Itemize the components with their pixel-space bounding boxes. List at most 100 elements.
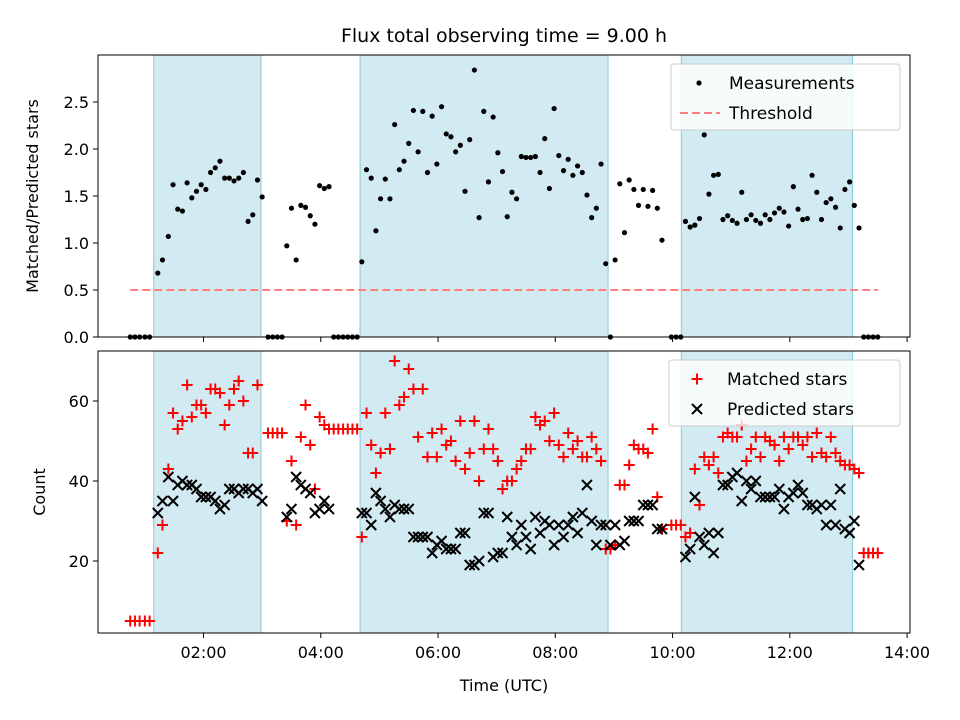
predicted-stars-marker	[829, 519, 842, 531]
matched-stars-marker	[186, 411, 198, 423]
predicted-stars-marker	[496, 547, 509, 559]
matched-stars-marker	[712, 467, 724, 479]
matched-stars-marker	[543, 435, 555, 447]
measurements-marker	[406, 140, 412, 146]
measurements-marker	[687, 224, 693, 230]
measurements-marker	[236, 175, 242, 181]
predicted-stars-marker	[534, 527, 546, 539]
predicted-stars-marker	[218, 499, 231, 511]
measurements-marker	[438, 104, 445, 110]
measurements-marker	[259, 194, 265, 200]
measurements-marker	[762, 212, 768, 218]
matched-stars-marker	[421, 451, 433, 463]
measurements-marker	[424, 169, 431, 176]
predicted-stars-marker	[370, 487, 382, 499]
predicted-stars-marker	[304, 487, 316, 499]
measurements-marker	[701, 132, 707, 138]
matched-stars-marker	[506, 475, 518, 487]
measurements-marker	[682, 218, 689, 224]
predicted-stars-marker	[520, 531, 532, 543]
y-tick-label: 1.0	[64, 234, 89, 253]
matched-stars-marker	[562, 427, 574, 439]
matched-stars-marker	[370, 467, 382, 479]
matched-stars-marker	[459, 463, 471, 475]
predicted-stars-marker	[764, 491, 776, 503]
matched-stars-marker	[708, 451, 720, 463]
matched-stars-marker	[497, 483, 509, 495]
matched-stars-marker	[586, 431, 598, 443]
x-tick-label: 12:00	[767, 643, 813, 662]
measurements-marker	[382, 176, 388, 182]
measurements-marker	[617, 181, 623, 187]
predicted-stars-marker	[251, 483, 264, 495]
measurements-marker	[179, 208, 186, 214]
x-tick-label: 06:00	[415, 643, 461, 662]
measurements-marker	[321, 185, 327, 192]
predicted-stars-marker	[162, 471, 175, 483]
measurements-marker	[635, 202, 642, 208]
predicted-stars-marker	[717, 479, 729, 491]
measurements-marker	[837, 225, 843, 231]
matched-stars-marker	[450, 455, 462, 467]
measurements-marker	[159, 257, 166, 263]
matched-stars-marker	[703, 459, 715, 471]
predicted-stars-marker	[609, 519, 621, 531]
measurements-marker	[509, 189, 515, 195]
predicted-stars-marker	[740, 475, 753, 487]
measurements-marker	[443, 131, 449, 137]
predicted-stars-marker	[548, 539, 560, 551]
legend-label: Matched stars	[727, 370, 847, 390]
predicted-stars-marker	[679, 551, 692, 563]
measurements-marker	[226, 175, 232, 181]
matched-stars-marker	[233, 375, 245, 387]
measurements-marker	[373, 228, 379, 234]
predicted-stars-marker	[646, 499, 659, 511]
predicted-stars-marker	[843, 527, 856, 539]
matched-stars-marker	[200, 407, 212, 419]
matched-stars-marker	[689, 463, 701, 475]
measurements-marker	[490, 114, 496, 120]
predicted-stars-marker	[585, 515, 598, 527]
measurements-marker	[631, 186, 637, 193]
matched-stars-marker	[773, 455, 785, 467]
measurements-marker	[387, 196, 393, 202]
measurements-marker	[410, 107, 417, 114]
bottom-panel-markers	[124, 355, 884, 627]
matched-stars-marker	[412, 431, 424, 443]
measurements-marker	[212, 165, 218, 171]
matched-stars-marker	[618, 479, 630, 491]
measurements-marker	[654, 205, 660, 211]
legend-label: Threshold	[728, 104, 813, 124]
matched-stars-marker	[539, 415, 551, 427]
measurements-marker	[771, 210, 778, 216]
measurements-marker	[640, 186, 646, 193]
matched-stars-marker	[365, 439, 377, 451]
measurements-marker	[302, 204, 309, 210]
predicted-stars-marker	[190, 483, 203, 495]
measurements-marker	[795, 206, 801, 212]
matched-stars-marker	[426, 427, 438, 439]
predicted-stars-marker	[853, 559, 865, 571]
matched-stars-marker	[314, 411, 326, 423]
predicted-stars-marker	[403, 503, 415, 515]
matched-stars-marker	[553, 439, 565, 451]
predicted-stars-marker	[801, 499, 814, 511]
top-panel-y-axis: 0.0 0.5 1.0 1.5 2.0 2.5	[64, 93, 98, 347]
matched-stars-marker	[872, 547, 884, 559]
matched-stars-marker	[195, 399, 207, 411]
matched-stars-marker	[454, 415, 466, 427]
predicted-stars-marker	[445, 543, 457, 555]
measurements-marker	[589, 215, 595, 221]
measurements-marker	[415, 149, 421, 155]
matched-stars-marker	[792, 431, 804, 443]
measurements-marker	[790, 184, 796, 190]
predicted-stars-marker	[435, 535, 448, 547]
predicted-stars-marker	[195, 491, 207, 503]
legend-box	[670, 63, 901, 131]
measurements-marker	[856, 225, 862, 231]
legend-symbol	[691, 403, 703, 415]
measurements-marker	[495, 150, 501, 156]
shaded-interval	[153, 54, 262, 338]
predicted-stars-marker	[510, 539, 523, 551]
matched-stars-marker	[745, 443, 757, 455]
